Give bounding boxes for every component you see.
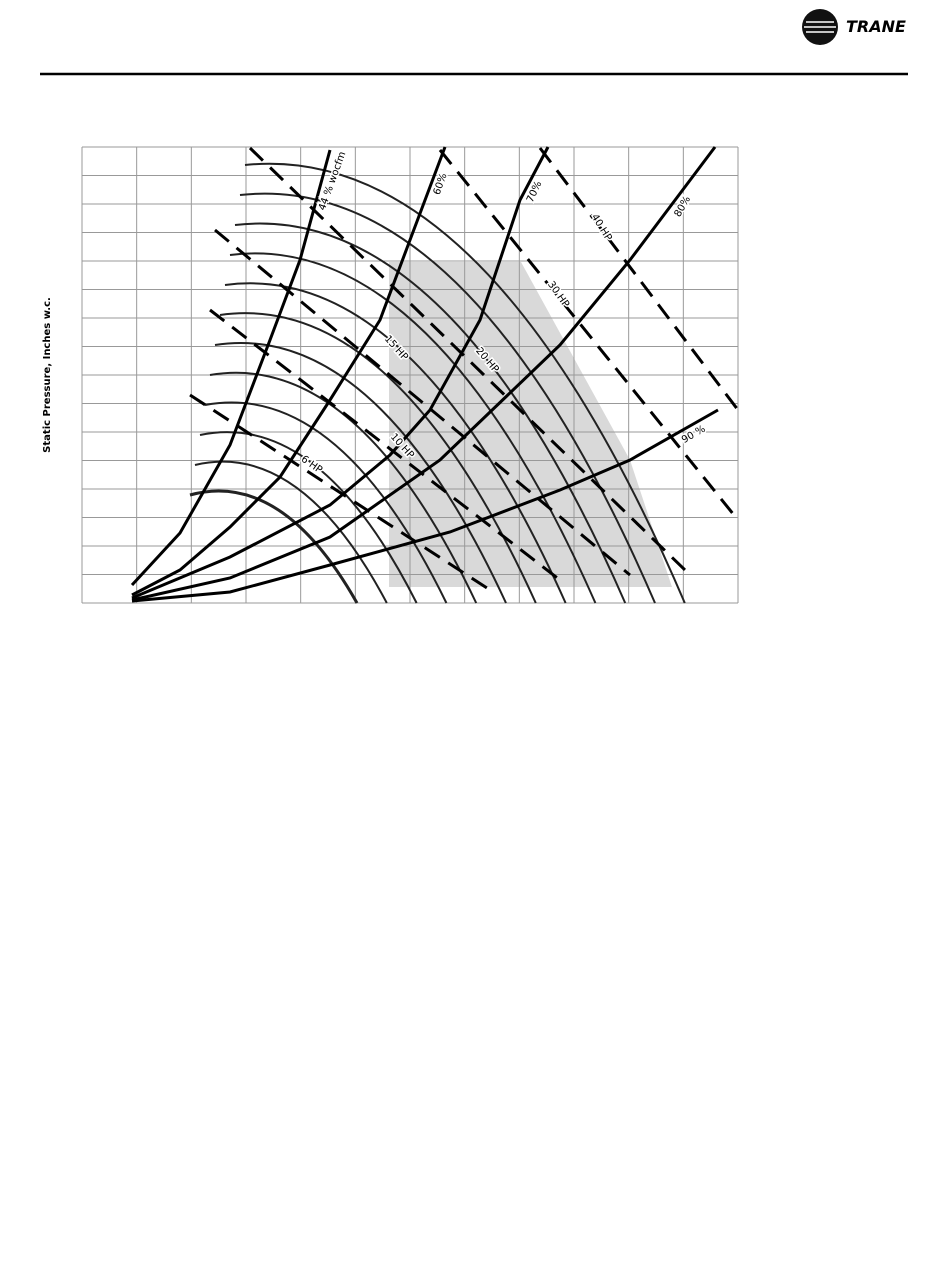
horsepower-line — [438, 149, 740, 521]
horsepower-label: 40 HP — [589, 212, 614, 243]
efficiency-curve — [131, 408, 719, 603]
speed-curve — [204, 401, 448, 604]
efficiency-label: 90 % — [680, 424, 708, 446]
speed-curve — [244, 162, 686, 604]
speed-curve — [234, 222, 627, 604]
horsepower-line — [248, 146, 687, 572]
curves — [130, 146, 740, 604]
logo-text: TRANE — [846, 17, 906, 36]
horsepower-label: 30 HP — [545, 279, 571, 309]
speed-curve — [214, 342, 507, 604]
horsepower-line — [189, 393, 491, 592]
logo: TRANE — [802, 9, 906, 45]
horsepower-line — [209, 308, 561, 582]
speed-curve — [189, 489, 359, 604]
efficiency-curve — [130, 149, 332, 587]
selection-region — [389, 262, 672, 587]
horsepower-line — [214, 228, 631, 577]
y-axis-label: Static Pressure, Inches w.c. — [42, 297, 53, 453]
efficiency-curve — [131, 146, 717, 602]
efficiency-curve — [131, 146, 447, 597]
speed-curve — [199, 431, 418, 604]
logo-stripes — [804, 21, 836, 33]
speed-curve — [224, 282, 567, 604]
speed-curve — [219, 312, 537, 604]
efficiency-curve — [131, 146, 550, 600]
